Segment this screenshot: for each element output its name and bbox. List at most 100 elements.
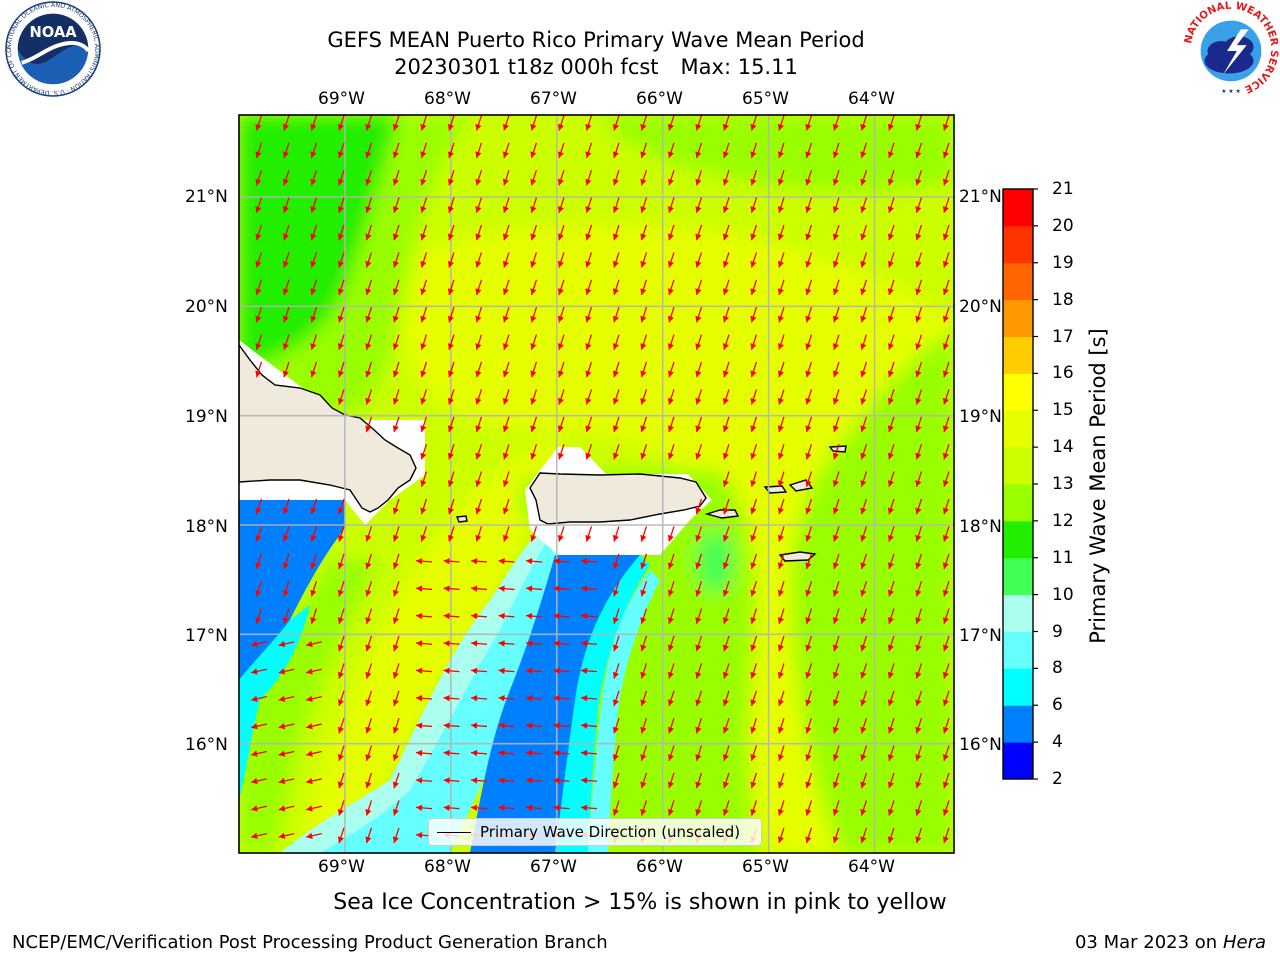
lat-label-right: 21°N <box>959 187 1002 207</box>
wave-direction-arrow <box>475 169 483 186</box>
wave-direction-arrow <box>415 749 433 757</box>
wave-direction-arrow <box>915 827 923 844</box>
wave-direction-arrow <box>805 690 813 707</box>
wave-direction-arrow <box>553 722 570 729</box>
wave-direction-arrow <box>805 389 813 405</box>
wave-direction-arrow <box>915 389 923 405</box>
wave-direction-arrow <box>557 389 565 405</box>
wave-direction-arrow <box>365 416 373 433</box>
wave-direction-arrow <box>942 115 950 131</box>
wave-direction-arrow <box>915 635 923 652</box>
lon-label-bottom: 69°W <box>318 857 365 877</box>
wave-direction-arrow <box>777 224 785 241</box>
wave-direction-arrow <box>470 777 488 784</box>
wave-direction-arrow <box>695 416 703 433</box>
wave-direction-arrow <box>475 306 483 323</box>
wave-direction-arrow <box>310 252 318 268</box>
wave-direction-arrow <box>860 169 868 186</box>
wave-direction-arrow <box>502 526 510 542</box>
wave-direction-arrow <box>887 361 895 378</box>
wave-direction-arrow <box>915 197 923 214</box>
wave-direction-arrow <box>942 416 950 433</box>
wave-direction-arrow <box>530 416 538 433</box>
wave-direction-arrow <box>777 197 785 214</box>
wave-direction-arrow <box>415 804 433 812</box>
wave-direction-arrow <box>942 279 950 296</box>
wave-direction-arrow <box>585 361 593 378</box>
wave-direction-arrow <box>667 142 675 159</box>
wave-direction-arrow <box>722 663 730 679</box>
colorbar-band <box>1003 336 1033 374</box>
wave-direction-arrow <box>640 142 648 159</box>
wave-direction-arrow <box>860 580 868 597</box>
wave-direction-arrow <box>580 612 598 620</box>
wave-direction-arrow <box>832 690 840 707</box>
wave-direction-arrow <box>392 690 400 707</box>
wave-direction-arrow <box>255 553 263 570</box>
wave-direction-arrow <box>942 745 950 762</box>
wave-direction-arrow <box>553 558 570 565</box>
wave-direction-arrow <box>640 690 648 707</box>
wave-direction-arrow <box>447 142 455 159</box>
wave-direction-arrow <box>860 471 868 488</box>
wave-direction-arrow <box>915 361 923 378</box>
wave-direction-arrows <box>251 115 950 844</box>
wave-direction-arrow <box>750 334 758 351</box>
wave-direction-arrow <box>337 772 345 789</box>
wave-direction-arrow <box>942 580 950 597</box>
wave-direction-arrow <box>282 142 290 159</box>
wave-direction-arrow <box>251 777 267 785</box>
wave-direction-arrow <box>915 416 923 433</box>
colorbar-band <box>1003 484 1033 522</box>
colorbar-band <box>1003 557 1033 596</box>
wave-direction-arrow <box>306 640 322 648</box>
wave-direction-arrow <box>251 723 267 730</box>
wave-direction-arrow <box>278 832 295 839</box>
lat-label-left: 17°N <box>185 626 228 646</box>
wave-direction-arrow <box>832 361 840 378</box>
wave-direction-arrow <box>777 361 785 378</box>
wave-direction-arrow <box>310 361 318 378</box>
wave-direction-arrow <box>915 498 923 515</box>
wave-direction-arrow <box>337 690 345 707</box>
lat-label-left: 20°N <box>185 297 228 317</box>
wave-direction-arrow <box>860 115 868 131</box>
wave-direction-arrow <box>557 252 565 268</box>
lat-label-right: 16°N <box>959 735 1002 755</box>
wave-direction-arrow <box>447 115 455 131</box>
wave-direction-arrow <box>392 800 400 816</box>
st-croix-coast <box>778 551 817 562</box>
lon-label-bottom: 64°W <box>848 857 895 877</box>
wave-direction-arrow <box>805 635 813 652</box>
wave-direction-arrow <box>530 115 538 131</box>
wave-direction-arrow <box>942 252 950 268</box>
wave-direction-arrow <box>640 553 648 570</box>
wave-direction-arrow <box>942 142 950 159</box>
wave-direction-arrow <box>612 224 620 241</box>
wave-direction-arrow <box>337 306 345 323</box>
lon-label-top: 64°W <box>848 89 895 109</box>
wave-direction-arrow <box>832 827 840 844</box>
wave-direction-arrow <box>337 553 345 570</box>
wave-direction-arrow <box>585 416 593 433</box>
wave-direction-arrow <box>553 804 570 812</box>
wave-direction-arrow <box>447 361 455 378</box>
wave-direction-arrow <box>420 361 428 378</box>
colorbar <box>1002 188 1038 780</box>
wave-direction-arrow <box>612 443 620 460</box>
wave-direction-arrow <box>722 526 730 542</box>
colorbar-band <box>1003 668 1033 706</box>
wave-direction-arrow <box>860 416 868 433</box>
wave-direction-arrow <box>475 334 483 351</box>
wave-direction-arrow <box>255 252 263 268</box>
wave-direction-arrow <box>585 197 593 214</box>
wave-direction-arrow <box>392 498 400 515</box>
wave-direction-arrow <box>255 580 263 597</box>
wave-direction-arrow <box>832 252 840 268</box>
wave-direction-arrow <box>722 361 730 378</box>
wave-direction-arrow <box>337 142 345 159</box>
wave-direction-arrow <box>777 635 785 652</box>
wave-direction-arrow <box>420 306 428 323</box>
lat-label-right: 19°N <box>959 407 1002 427</box>
wave-direction-arrow <box>667 745 675 762</box>
